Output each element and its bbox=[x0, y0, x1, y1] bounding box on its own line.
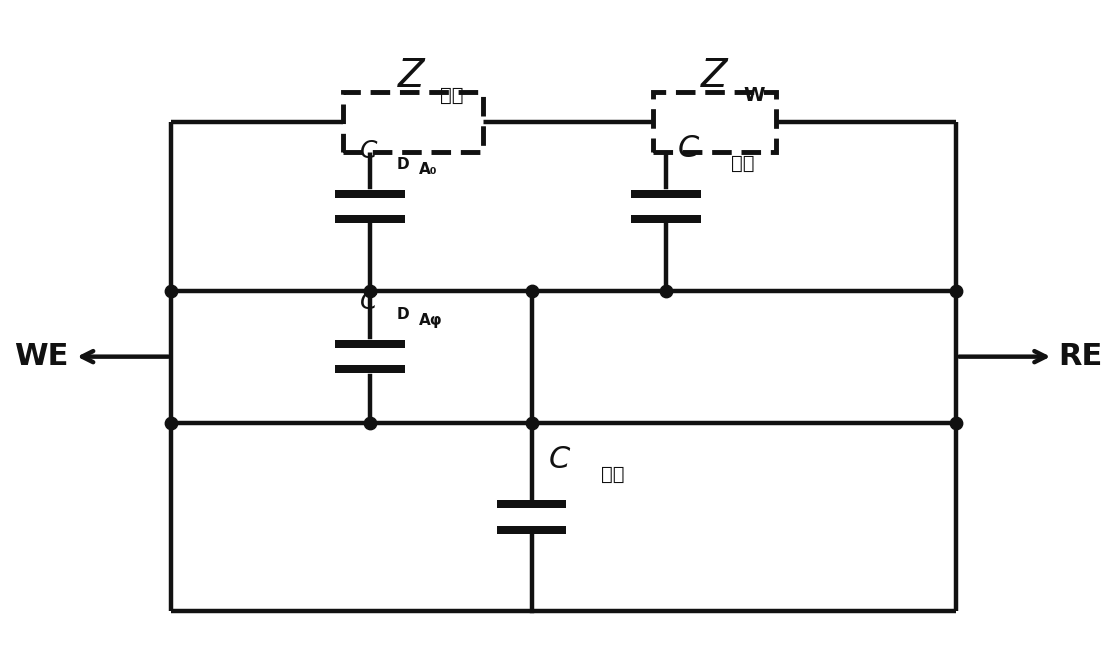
Text: D: D bbox=[397, 157, 410, 172]
Bar bbox=[343, 92, 483, 151]
Point bbox=[657, 285, 674, 296]
Text: $C$: $C$ bbox=[359, 289, 379, 313]
Text: W: W bbox=[743, 86, 765, 105]
Point bbox=[522, 285, 540, 296]
Text: $Z$: $Z$ bbox=[700, 57, 731, 95]
Text: 耗散: 耗散 bbox=[440, 86, 463, 105]
Text: 几何: 几何 bbox=[731, 154, 754, 173]
Point bbox=[522, 418, 540, 428]
Point bbox=[361, 418, 379, 428]
Text: $C$: $C$ bbox=[548, 445, 571, 474]
Point bbox=[162, 418, 180, 428]
Text: D: D bbox=[397, 307, 410, 322]
Point bbox=[948, 285, 965, 296]
Text: $C$: $C$ bbox=[677, 134, 700, 163]
Point bbox=[948, 418, 965, 428]
Text: RE: RE bbox=[1059, 342, 1103, 371]
Bar bbox=[652, 92, 777, 151]
Text: $Z$: $Z$ bbox=[397, 57, 428, 95]
Point bbox=[162, 285, 180, 296]
Text: Aφ: Aφ bbox=[419, 313, 442, 327]
Text: $C$: $C$ bbox=[359, 139, 379, 163]
Text: A₀: A₀ bbox=[419, 162, 437, 177]
Point bbox=[361, 285, 379, 296]
Text: WE: WE bbox=[14, 342, 69, 371]
Text: 寄生: 寄生 bbox=[601, 465, 624, 484]
